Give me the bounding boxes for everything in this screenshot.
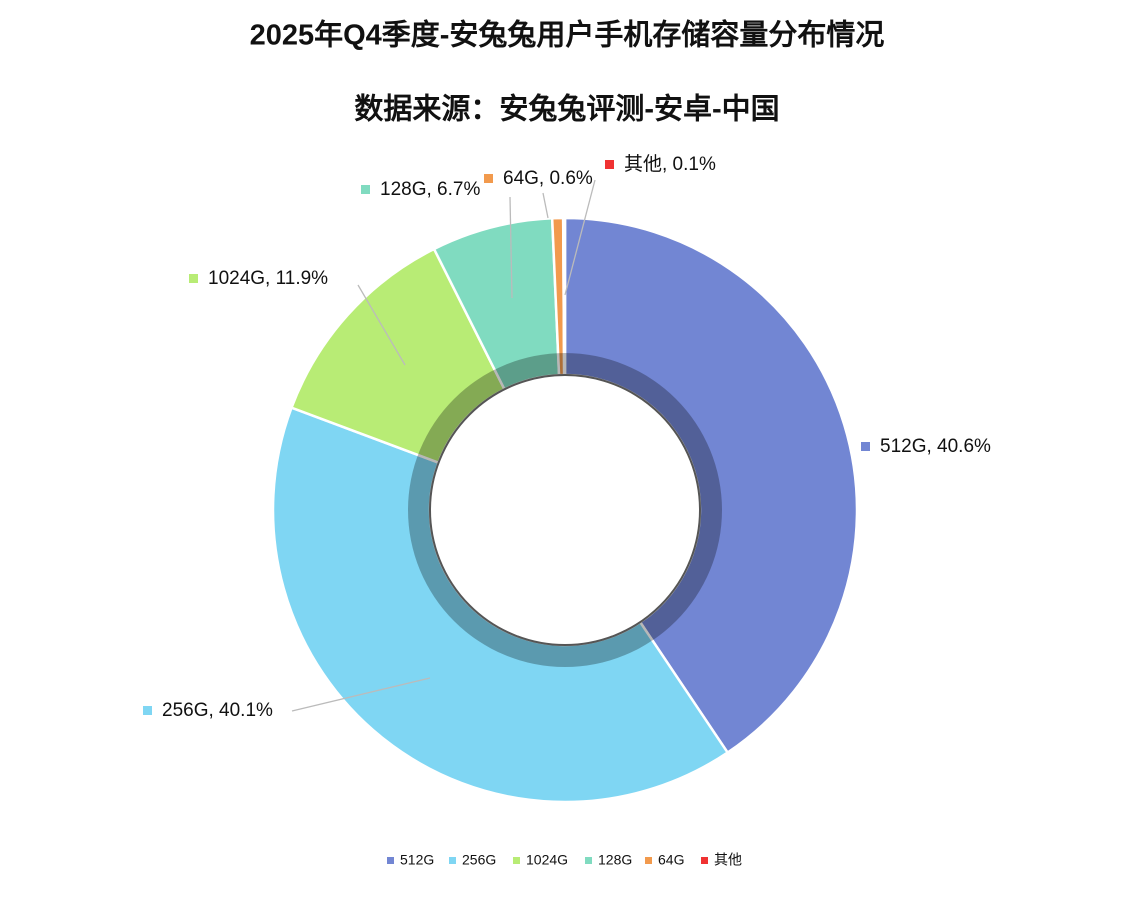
inner-hole (429, 374, 701, 646)
legend-marker (513, 857, 520, 864)
label-marker (143, 706, 152, 715)
data-label: 1024G, 11.9% (208, 268, 328, 289)
legend-marker (449, 857, 456, 864)
legend-marker (701, 857, 708, 864)
leader-line (564, 179, 596, 296)
chart-subtitle: 数据来源：安兔兔评测-安卓-中国 (354, 93, 779, 126)
label-marker (605, 160, 614, 169)
data-label: 256G, 40.1% (162, 700, 273, 721)
chart-title: 2025年Q4季度-安兔兔用户手机存储容量分布情况 (250, 18, 885, 52)
legend-label: 其他 (714, 852, 742, 868)
data-label: 其他, 0.1% (624, 153, 716, 175)
data-label: 128G, 6.7% (380, 179, 480, 200)
legend-marker (585, 857, 592, 864)
legend-label: 256G (462, 852, 496, 868)
data-label: 512G, 40.6% (880, 436, 991, 457)
leader-line (291, 677, 431, 712)
legend-marker (645, 857, 652, 864)
legend-marker (387, 857, 394, 864)
leader-line (509, 196, 513, 299)
legend-label: 1024G (526, 852, 568, 868)
data-label: 64G, 0.6% (503, 168, 593, 189)
legend-label: 64G (658, 852, 684, 868)
legend-label: 128G (598, 852, 632, 868)
label-marker (484, 174, 493, 183)
label-marker (189, 274, 198, 283)
leader-line (542, 192, 549, 219)
label-marker (861, 442, 870, 451)
leader-line (357, 284, 406, 366)
label-marker (361, 185, 370, 194)
legend-label: 512G (400, 852, 434, 868)
donut-slice (561, 216, 567, 377)
